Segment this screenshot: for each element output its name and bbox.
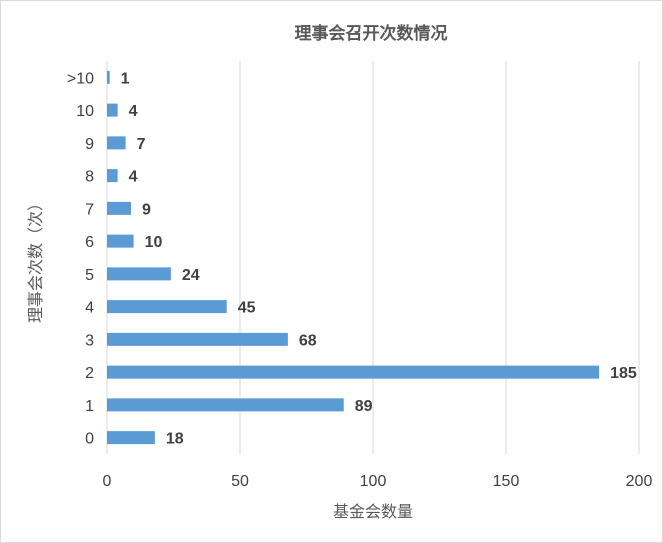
bars	[107, 70, 600, 445]
bar	[107, 169, 118, 183]
x-tick-label: 100	[360, 473, 387, 490]
category-labels: 0 1 2 3 4 5 6 7 8 9 10 >10	[67, 70, 94, 447]
bar	[107, 267, 171, 281]
data-label: 68	[299, 332, 317, 349]
bar	[107, 201, 131, 215]
bar	[107, 136, 126, 150]
category-label: 7	[85, 201, 94, 218]
gridlines	[106, 61, 640, 454]
bar	[107, 431, 155, 445]
chart-title: 理事会召开次数情况	[295, 23, 448, 44]
x-tick-label: 50	[231, 473, 249, 490]
bar	[107, 332, 288, 346]
data-label: 18	[166, 431, 184, 448]
data-label: 10	[145, 234, 163, 251]
category-label: 10	[76, 103, 94, 120]
category-label: 0	[85, 431, 94, 448]
category-label: 5	[85, 267, 94, 284]
data-label: 1	[121, 70, 130, 87]
category-label: >10	[67, 70, 94, 87]
category-label: 3	[85, 332, 94, 349]
category-label: 8	[85, 169, 94, 186]
bar	[107, 300, 227, 314]
category-label: 6	[85, 234, 94, 251]
x-axis-title: 基金会数量	[333, 502, 413, 521]
category-label: 9	[85, 136, 94, 153]
bar	[107, 70, 110, 84]
bar	[107, 365, 600, 379]
category-label: 4	[85, 300, 94, 317]
category-label: 1	[85, 398, 94, 415]
data-label: 4	[129, 169, 138, 186]
data-label: 7	[137, 136, 146, 153]
bar	[107, 398, 344, 412]
data-label: 45	[238, 300, 256, 317]
category-label: 2	[85, 365, 94, 382]
x-tick-label: 0	[103, 473, 112, 490]
data-label: 9	[142, 201, 151, 218]
data-label: 185	[610, 365, 637, 382]
y-axis-title: 理事会次数（次）	[26, 195, 45, 323]
x-tick-label: 150	[493, 473, 520, 490]
x-tick-labels: 0 50 100 150 200	[103, 473, 653, 490]
x-tick-label: 200	[626, 473, 653, 490]
data-label: 24	[182, 267, 200, 284]
bar	[107, 234, 134, 248]
data-label: 89	[355, 398, 373, 415]
bar	[107, 103, 118, 117]
data-label: 4	[129, 103, 138, 120]
